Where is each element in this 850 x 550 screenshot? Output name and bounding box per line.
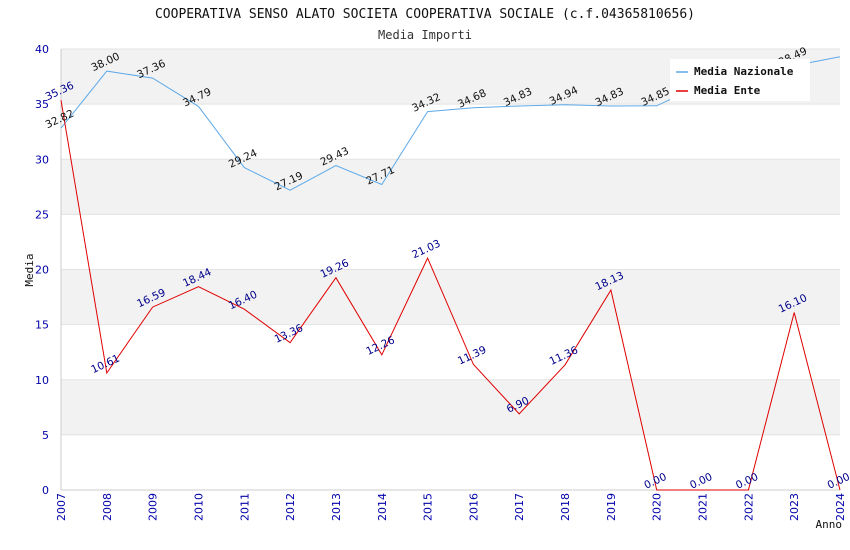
plot-band bbox=[61, 324, 840, 380]
y-tick-label: 35 bbox=[35, 98, 49, 111]
x-tick-label: 2008 bbox=[101, 493, 114, 521]
legend-label-media-nazionale: Media Nazionale bbox=[694, 65, 794, 78]
x-tick-label: 2017 bbox=[513, 493, 526, 521]
x-tick-label: 2013 bbox=[330, 493, 343, 521]
chart-title: COOPERATIVA SENSO ALATO SOCIETA COOPERAT… bbox=[155, 7, 695, 22]
x-tick-label: 2023 bbox=[788, 493, 801, 521]
legend-box bbox=[670, 59, 810, 101]
x-tick-label: 2012 bbox=[284, 493, 297, 521]
series-line-media-ente bbox=[60, 100, 841, 491]
plot-band bbox=[61, 269, 840, 325]
legend-label-media-ente: Media Ente bbox=[694, 84, 761, 97]
x-tick-label: 2015 bbox=[422, 493, 435, 521]
y-tick-label: 5 bbox=[42, 429, 49, 442]
y-tick-label: 10 bbox=[35, 374, 49, 387]
x-tick-label: 2009 bbox=[147, 493, 160, 521]
y-tick-label: 40 bbox=[35, 43, 49, 56]
chart-subtitle: Media Importi bbox=[378, 28, 472, 42]
plot-band bbox=[61, 214, 840, 270]
x-tick-label: 2022 bbox=[742, 493, 755, 521]
x-tick-label: 2010 bbox=[192, 493, 205, 521]
x-tick-label: 2011 bbox=[238, 493, 251, 521]
legend: Media Nazionale Media Ente bbox=[670, 59, 810, 101]
y-axis-label: Media bbox=[23, 253, 36, 286]
plot-band bbox=[61, 159, 840, 215]
x-tick-label: 2019 bbox=[605, 493, 618, 521]
y-tick-label: 0 bbox=[42, 484, 49, 497]
y-tick-label: 20 bbox=[35, 264, 49, 277]
y-tick-label: 25 bbox=[35, 208, 49, 221]
x-tick-label: 2007 bbox=[55, 493, 68, 521]
x-tick-label: 2014 bbox=[376, 493, 389, 521]
y-tick-label: 15 bbox=[35, 319, 49, 332]
x-tick-label: 2021 bbox=[697, 493, 710, 521]
plot-bands bbox=[61, 49, 840, 490]
x-axis-label: Anno bbox=[816, 518, 843, 531]
x-tick-labels: 2007 2008 2009 2010 2011 2012 2013 2014 2015 2016… bbox=[55, 493, 847, 521]
x-tick-label: 2018 bbox=[559, 493, 572, 521]
x-tick-label: 2024 bbox=[834, 493, 847, 521]
plot-band bbox=[61, 104, 840, 160]
x-tick-label: 2020 bbox=[651, 493, 664, 521]
plot-band bbox=[61, 379, 840, 435]
x-tick-label: 2016 bbox=[467, 493, 480, 521]
y-tick-label: 30 bbox=[35, 153, 49, 166]
y-tick-labels: 0 5 10 15 20 25 30 35 40 bbox=[35, 43, 49, 497]
plot-band bbox=[61, 434, 840, 490]
